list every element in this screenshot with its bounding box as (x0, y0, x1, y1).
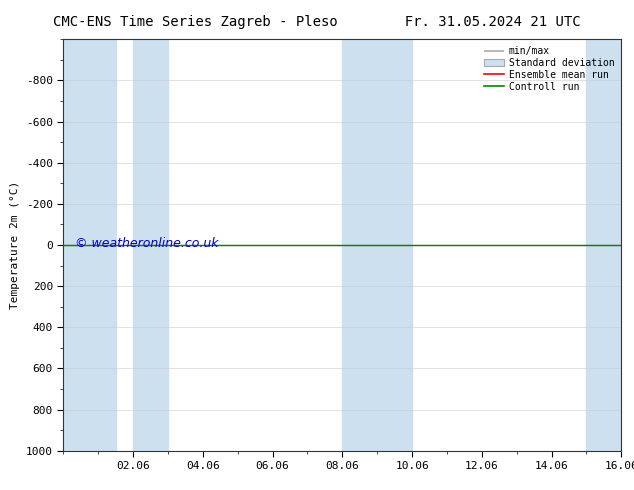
Bar (342, 39, 412, 451)
Text: © weatheronline.co.uk: © weatheronline.co.uk (75, 237, 218, 250)
Bar (63, 39, 115, 451)
Text: CMC-ENS Time Series Zagreb - Pleso        Fr. 31.05.2024 21 UTC: CMC-ENS Time Series Zagreb - Pleso Fr. 3… (53, 15, 581, 29)
Y-axis label: Temperature 2m (°C): Temperature 2m (°C) (10, 181, 20, 309)
Bar (133, 39, 168, 451)
Bar (586, 39, 634, 451)
Legend: min/max, Standard deviation, Ensemble mean run, Controll run: min/max, Standard deviation, Ensemble me… (482, 44, 616, 94)
